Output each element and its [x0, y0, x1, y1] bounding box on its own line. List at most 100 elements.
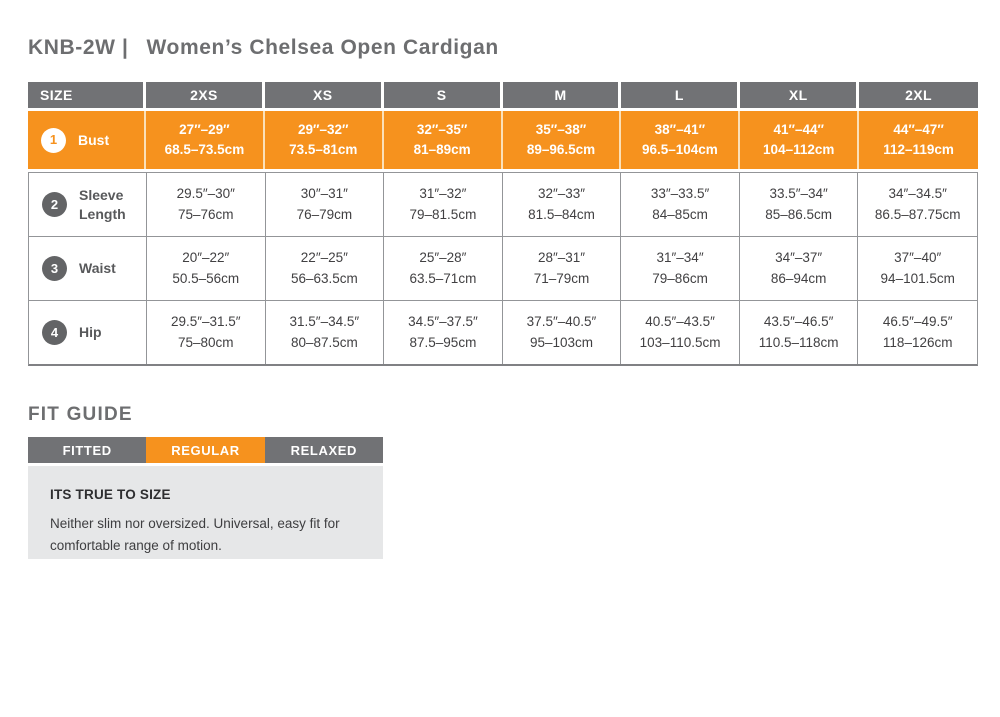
- header-cell-m: M: [502, 82, 622, 108]
- value-inches: 40.5″–43.5″: [645, 314, 715, 330]
- waist-cell-2xl: 37″–40″ 94–101.5cm: [858, 237, 977, 300]
- size-chart-body: 2 Sleeve Length 29.5″–30″ 75–76cm 30″–31″ 76–…: [28, 172, 978, 366]
- value-cm: 85–86.5cm: [765, 206, 833, 222]
- header-cell-xl: XL: [740, 82, 860, 108]
- product-name: Women’s Chelsea Open Cardigan: [146, 36, 499, 59]
- row-label-bust: 1 Bust: [28, 111, 146, 169]
- value-inches: 32″–35″: [416, 121, 468, 137]
- hip-cell-xl: 43.5″–46.5″ 110.5–118cm: [739, 301, 859, 364]
- bust-cell-xs: 29″–32″ 73.5–81cm: [264, 111, 384, 169]
- bust-cell-s: 32″–35″ 81–89cm: [383, 111, 503, 169]
- sleeve-length-cell-xl: 33.5″–34″ 85–86.5cm: [739, 173, 859, 236]
- value-inches: 34″–34.5″: [888, 186, 947, 202]
- waist-cell-s: 25″–28″ 63.5–71cm: [384, 237, 503, 300]
- value-inches: 38″–41″: [654, 121, 706, 137]
- row-number-badge: 1: [41, 127, 66, 153]
- value-inches: 25″–28″: [419, 250, 467, 266]
- value-inches: 43.5″–46.5″: [763, 314, 834, 330]
- hip-cell-2xl: 46.5″–49.5″ 118–126cm: [858, 301, 977, 364]
- value-cm: 68.5–73.5cm: [164, 142, 245, 157]
- hip-cell-2xs: 29.5″–31.5″ 75–80cm: [147, 301, 266, 364]
- value-inches: 37″–40″: [894, 250, 942, 266]
- hip-cell-l: 40.5″–43.5″ 103–110.5cm: [621, 301, 740, 364]
- fit-tab-fitted: FITTED: [28, 437, 147, 463]
- row-label-sleeve-length: 2 Sleeve Length: [29, 173, 147, 236]
- fit-guide-heading: FIT GUIDE: [28, 404, 133, 425]
- header-cell-size: SIZE: [28, 82, 146, 108]
- row-label-text: Hip: [79, 324, 102, 341]
- row-number-badge: 2: [42, 192, 67, 217]
- row-number-badge: 4: [42, 320, 67, 345]
- value-cm: 71–79cm: [533, 270, 590, 286]
- fit-panel-description: Neither slim nor oversized. Universal, e…: [50, 516, 340, 553]
- waist-cell-2xs: 20″–22″ 50.5–56cm: [147, 237, 266, 300]
- header-cell-2xs: 2XS: [146, 82, 265, 108]
- row-label-waist: 3 Waist: [29, 237, 147, 300]
- size-chart-header-row: SIZE 2XS XS S M L XL 2XL: [28, 82, 978, 108]
- header-cell-2xl: 2XL: [859, 82, 978, 108]
- value-cm: 103–110.5cm: [639, 334, 721, 350]
- value-cm: 112–119cm: [883, 142, 954, 157]
- size-chart-table: SIZE 2XS XS S M L XL 2XL 1 Bust 27″–29″ 68.5–73.5cm…: [28, 82, 978, 366]
- waist-cell-l: 31″–34″ 79–86cm: [621, 237, 740, 300]
- bust-cell-m: 35″–38″ 89–96.5cm: [502, 111, 622, 169]
- row-label-text: Waist: [79, 260, 116, 277]
- row-number-badge: 3: [42, 256, 67, 281]
- value-cm: 76–79cm: [296, 206, 353, 222]
- value-cm: 118–126cm: [882, 334, 953, 350]
- value-cm: 81.5–84cm: [528, 206, 595, 222]
- value-cm: 79–86cm: [652, 270, 708, 286]
- value-cm: 89–96.5cm: [526, 142, 596, 157]
- sleeve-length-cell-s: 31″–32″ 79–81.5cm: [384, 173, 503, 236]
- value-inches: 46.5″–49.5″: [882, 314, 953, 330]
- value-inches: 35″–38″: [535, 121, 587, 137]
- value-inches: 30″–31″: [300, 186, 348, 202]
- value-cm: 86–94cm: [770, 270, 827, 286]
- hip-cell-xs: 31.5″–34.5″ 80–87.5cm: [265, 301, 385, 364]
- value-cm: 84–85cm: [652, 206, 708, 222]
- bust-cell-2xs: 27″–29″ 68.5–73.5cm: [146, 111, 265, 169]
- header-cell-xs: XS: [264, 82, 384, 108]
- sleeve-length-cell-m: 32″–33″ 81.5–84cm: [502, 173, 622, 236]
- value-cm: 95–103cm: [529, 334, 594, 350]
- value-inches: 34″–37″: [775, 250, 823, 266]
- value-inches: 29.5″–30″: [176, 186, 235, 202]
- value-cm: 75–76cm: [178, 206, 234, 222]
- header-cell-l: L: [621, 82, 741, 108]
- row-label-text: Sleeve Length: [79, 187, 126, 222]
- hip-cell-s: 34.5″–37.5″ 87.5–95cm: [384, 301, 503, 364]
- value-cm: 96.5–104cm: [641, 142, 718, 157]
- bust-cell-2xl: 44″–47″ 112–119cm: [859, 111, 978, 169]
- value-cm: 81–89cm: [413, 142, 471, 157]
- measurement-row-bust: 1 Bust 27″–29″ 68.5–73.5cm 29″–32″ 73.5–81cm 3…: [28, 111, 978, 169]
- waist-cell-m: 28″–31″ 71–79cm: [502, 237, 622, 300]
- header-cell-s: S: [383, 82, 503, 108]
- sleeve-length-cell-2xs: 29.5″–30″ 75–76cm: [147, 173, 266, 236]
- value-inches: 22″–25″: [300, 250, 348, 266]
- hip-cell-m: 37.5″–40.5″ 95–103cm: [502, 301, 622, 364]
- value-inches: 44″–47″: [893, 121, 944, 137]
- value-inches: 34.5″–37.5″: [408, 314, 478, 330]
- sleeve-length-cell-xs: 30″–31″ 76–79cm: [265, 173, 385, 236]
- value-inches: 29.5″–31.5″: [170, 314, 241, 330]
- value-inches: 37.5″–40.5″: [526, 314, 597, 330]
- waist-cell-xl: 34″–37″ 86–94cm: [739, 237, 859, 300]
- measurement-row-waist: 3 Waist 20″–22″ 50.5–56cm 22″–25″ 56–63.5cm 25…: [29, 236, 977, 300]
- value-inches: 33.5″–34″: [769, 186, 828, 202]
- value-inches: 33″–33.5″: [650, 186, 710, 202]
- value-inches: 27″–29″: [179, 121, 230, 137]
- value-inches: 20″–22″: [182, 250, 230, 266]
- value-cm: 80–87.5cm: [290, 334, 358, 350]
- waist-cell-xs: 22″–25″ 56–63.5cm: [265, 237, 385, 300]
- value-inches: 31″–34″: [656, 250, 704, 266]
- fit-tab-regular: REGULAR: [146, 437, 265, 463]
- sleeve-length-cell-2xl: 34″–34.5″ 86.5–87.75cm: [858, 173, 977, 236]
- row-label-hip: 4 Hip: [29, 301, 147, 364]
- value-inches: 41″–44″: [773, 121, 824, 137]
- measurement-row-sleeve-length: 2 Sleeve Length 29.5″–30″ 75–76cm 30″–31″ 76–…: [29, 173, 977, 236]
- product-code: KNB-2W |: [28, 36, 129, 59]
- value-inches: 31″–32″: [419, 186, 467, 202]
- value-cm: 75–80cm: [178, 334, 234, 350]
- measurement-row-hip: 4 Hip 29.5″–31.5″ 75–80cm 31.5″–34.5″ 80–87.5…: [29, 300, 977, 364]
